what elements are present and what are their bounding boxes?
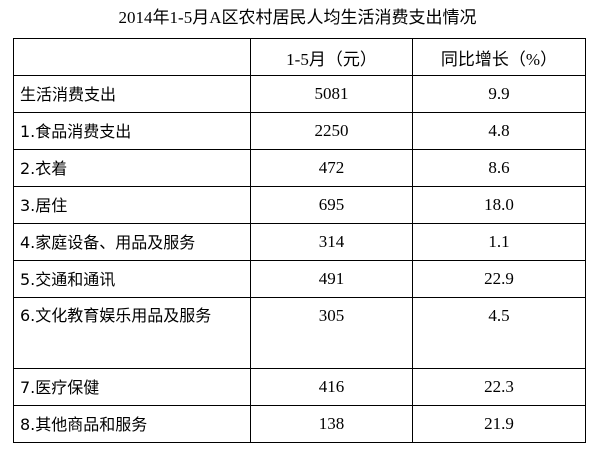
label-text: 3.居住	[20, 195, 68, 215]
value-cell: 22.3	[412, 368, 586, 406]
table-row: 7.医疗保健 416 22.3	[13, 368, 586, 406]
value-cell: 5081	[250, 75, 413, 113]
row-label: 5.交通和通讯	[13, 260, 251, 298]
value-cell: 138	[250, 405, 413, 443]
label-text: 8.其他商品和服务	[20, 414, 148, 434]
label-text: 5.交通和通讯	[20, 269, 116, 289]
label-text: 6.文化教育娱乐用品及服务	[20, 306, 212, 325]
table-title: 2014年1-5月A区农村居民人均生活消费支出情况	[118, 8, 477, 27]
value-cell: 305	[250, 297, 413, 369]
value-cell: 2250	[250, 112, 413, 150]
row-label: 4.家庭设备、用品及服务	[13, 223, 251, 261]
label-text: 7.医疗保健	[20, 377, 100, 397]
value-cell: 4.8	[412, 112, 586, 150]
value-cell: 1.1	[412, 223, 586, 261]
row-label: 生活消费支出	[13, 75, 251, 113]
row-label: 2.衣着	[13, 149, 251, 187]
value-cell: 21.9	[412, 405, 586, 443]
label-text: 生活消费支出	[20, 84, 117, 104]
table-row: 5.交通和通讯 491 22.9	[13, 260, 586, 298]
value-cell: 18.0	[412, 186, 586, 224]
value-cell: 9.9	[412, 75, 586, 113]
row-label: 3.居住	[13, 186, 251, 224]
table-row: 生活消费支出 5081 9.9	[13, 75, 586, 113]
label-text: 1.食品消费支出	[20, 121, 132, 141]
table-body: 生活消费支出 5081 9.9 1.食品消费支出 2250 4.8 2.衣着 472 8.6 3.…	[13, 75, 586, 443]
row-label: 6.文化教育娱乐用品及服务	[13, 297, 251, 369]
header-cell: 1-5月（元）	[250, 38, 413, 76]
row-label: 7.医疗保健	[13, 368, 251, 406]
value-cell: 4.5	[412, 297, 586, 369]
label-text: 2.衣着	[20, 158, 68, 178]
value-cell: 416	[250, 368, 413, 406]
value-cell: 491	[250, 260, 413, 298]
value-cell: 314	[250, 223, 413, 261]
value-cell: 22.9	[412, 260, 586, 298]
row-label: 8.其他商品和服务	[13, 405, 251, 443]
header-row: 1-5月（元） 同比增长（%）	[13, 38, 586, 76]
table-row: 4.家庭设备、用品及服务 314 1.1	[13, 223, 586, 261]
header-cell	[13, 38, 251, 76]
value-cell: 695	[250, 186, 413, 224]
table-row: 6.文化教育娱乐用品及服务 305 4.5	[13, 297, 586, 369]
table-row: 2.衣着 472 8.6	[13, 149, 586, 187]
table-row: 8.其他商品和服务 138 21.9	[13, 405, 586, 443]
data-table: 1-5月（元） 同比增长（%） 生活消费支出 5081 9.9 1.食品消费支出 225…	[13, 38, 586, 443]
row-label: 1.食品消费支出	[13, 112, 251, 150]
value-cell: 8.6	[412, 149, 586, 187]
label-text: 4.家庭设备、用品及服务	[20, 232, 196, 252]
header-cell: 同比增长（%）	[412, 38, 586, 76]
table-row: 1.食品消费支出 2250 4.8	[13, 112, 586, 150]
table-row: 3.居住 695 18.0	[13, 186, 586, 224]
value-cell: 472	[250, 149, 413, 187]
